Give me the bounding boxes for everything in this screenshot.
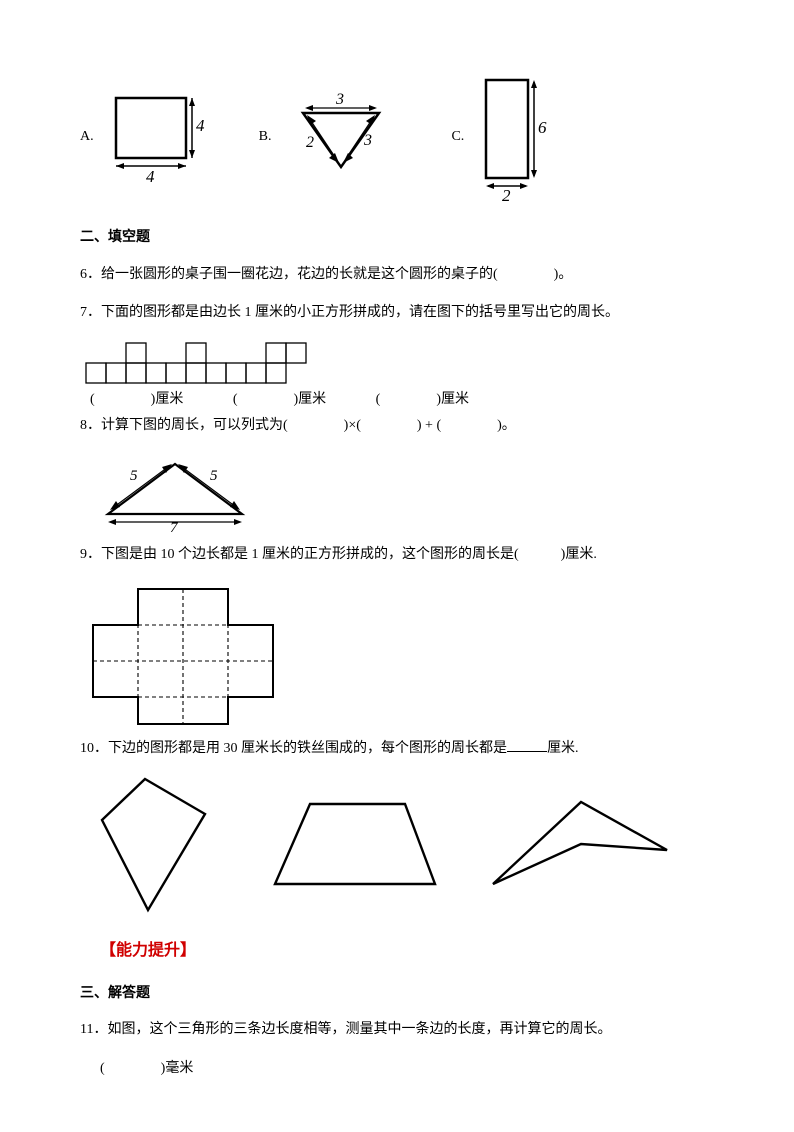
q5-tri-3top: 3 (335, 93, 344, 108)
section-3-title: 三、解答题 (80, 981, 714, 1008)
q5-tri-2: 2 (306, 134, 314, 151)
q7-text: 7．下面的图形都是由边长 1 厘米的小正方形拼成的，请在图下的括号里写出它的周长… (80, 300, 714, 327)
q5-triangle-figure: 3 2 3 (281, 93, 401, 183)
q8-left: 5 (130, 468, 138, 484)
q10-arrow (485, 792, 675, 897)
q8-text: 8．计算下图的周长，可以列式为( )×( ) + ( )。 (80, 413, 714, 440)
q5-option-c-label: C. (451, 124, 464, 151)
q7-ans-1: ( )厘米 (90, 392, 183, 407)
q5-square-figure: 4 4 (104, 88, 209, 188)
q5-square-h: 4 (146, 167, 155, 186)
q10-p1: 10．下边的图形都是用 30 厘米长的铁丝围成的，每个图形的周长都是 (80, 741, 507, 756)
q5-tri-3r: 3 (363, 132, 372, 149)
q5-options-row: A. 4 4 B. 3 2 3 C. (80, 70, 714, 205)
q9-figure (90, 581, 714, 726)
q7-answers: ( )厘米 ( )厘米 ( )厘米 (90, 387, 714, 414)
q5-rect-w: 2 (502, 186, 511, 205)
q5-rect-figure: 6 2 (474, 70, 554, 205)
q11-text: 11．如图，这个三角形的三条边长度相等，测量其中一条边的长度，再计算它的周长。 (80, 1017, 714, 1044)
q5-rect-h: 6 (538, 118, 547, 137)
q5-option-b-label: B. (259, 124, 272, 151)
q5-option-a-label: A. (80, 124, 94, 151)
q7-figure (84, 339, 334, 387)
q8-figure: 5 5 7 (90, 452, 714, 532)
q10-blank (507, 738, 547, 752)
q10-p2: 厘米. (547, 741, 579, 756)
section-2-title: 二、填空题 (80, 225, 714, 252)
q10-trapezoid (265, 792, 440, 897)
q9-text: 9．下图是由 10 个边长都是 1 厘米的正方形拼成的，这个图形的周长是( )厘… (80, 542, 714, 569)
q11-answer: ( )毫米 (100, 1056, 714, 1083)
q5-square-v: 4 (196, 116, 205, 135)
q7-ans-3: ( )厘米 (376, 392, 469, 407)
q6: 6．给一张圆形的桌子围一圈花边，花边的长就是这个圆形的桌子的( )。 (80, 262, 714, 289)
q10-kite (90, 774, 220, 914)
q8-right: 5 (210, 468, 218, 484)
q10-text: 10．下边的图形都是用 30 厘米长的铁丝围成的，每个图形的周长都是 厘米. (80, 736, 714, 763)
ability-heading: 【能力提升】 (100, 936, 714, 966)
q10-figures (90, 774, 714, 914)
q7-ans-2: ( )厘米 (233, 392, 326, 407)
